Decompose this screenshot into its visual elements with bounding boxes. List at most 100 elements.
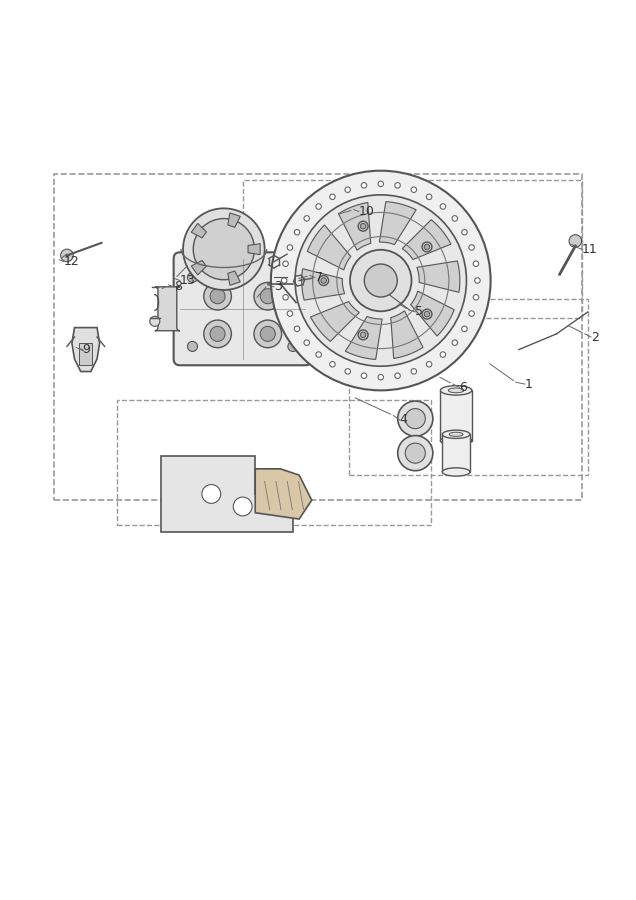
Polygon shape xyxy=(191,223,207,238)
Text: 4: 4 xyxy=(399,413,408,427)
Circle shape xyxy=(361,373,367,379)
Ellipse shape xyxy=(442,430,470,438)
Circle shape xyxy=(422,242,432,252)
Circle shape xyxy=(462,326,467,331)
Ellipse shape xyxy=(449,432,463,436)
Circle shape xyxy=(361,183,367,188)
Circle shape xyxy=(288,273,298,283)
Text: 7: 7 xyxy=(315,271,323,284)
Circle shape xyxy=(424,244,430,249)
Bar xyxy=(349,300,588,475)
Circle shape xyxy=(405,409,425,428)
Circle shape xyxy=(358,330,368,340)
FancyBboxPatch shape xyxy=(174,252,312,365)
Circle shape xyxy=(210,327,225,341)
Circle shape xyxy=(288,341,298,352)
Polygon shape xyxy=(301,269,345,300)
Circle shape xyxy=(395,183,400,188)
Text: 1: 1 xyxy=(525,378,533,391)
Bar xyxy=(442,435,470,472)
Circle shape xyxy=(294,230,300,235)
Circle shape xyxy=(254,320,282,347)
Polygon shape xyxy=(402,220,451,259)
Circle shape xyxy=(469,245,474,250)
Bar xyxy=(243,180,581,319)
Circle shape xyxy=(60,249,73,262)
Polygon shape xyxy=(310,302,359,341)
Circle shape xyxy=(294,326,300,331)
Circle shape xyxy=(295,195,466,366)
FancyBboxPatch shape xyxy=(155,287,180,330)
Circle shape xyxy=(569,235,581,248)
Circle shape xyxy=(378,181,384,186)
Text: 13: 13 xyxy=(180,274,196,287)
Text: 8: 8 xyxy=(174,280,182,293)
Circle shape xyxy=(281,278,287,284)
Circle shape xyxy=(304,340,310,346)
Circle shape xyxy=(469,310,474,316)
FancyBboxPatch shape xyxy=(302,287,334,330)
Circle shape xyxy=(150,316,160,327)
Circle shape xyxy=(204,320,232,347)
Circle shape xyxy=(364,264,398,297)
Circle shape xyxy=(260,327,275,341)
Polygon shape xyxy=(345,317,382,359)
Polygon shape xyxy=(191,260,207,274)
Text: 5: 5 xyxy=(415,305,424,319)
Polygon shape xyxy=(411,291,454,336)
Polygon shape xyxy=(417,261,460,292)
Bar xyxy=(440,391,472,441)
Circle shape xyxy=(361,223,366,229)
Circle shape xyxy=(398,436,433,471)
Text: 3: 3 xyxy=(274,280,282,293)
Circle shape xyxy=(270,273,285,288)
Text: 10: 10 xyxy=(359,205,375,218)
Circle shape xyxy=(188,341,198,352)
Ellipse shape xyxy=(440,386,472,395)
Circle shape xyxy=(287,245,293,250)
Circle shape xyxy=(283,294,288,300)
Circle shape xyxy=(426,362,432,367)
Circle shape xyxy=(316,203,321,209)
Circle shape xyxy=(321,278,326,284)
Circle shape xyxy=(350,250,411,311)
Circle shape xyxy=(398,401,433,436)
Circle shape xyxy=(473,261,479,266)
Bar xyxy=(80,343,92,365)
Circle shape xyxy=(316,352,321,357)
Text: 11: 11 xyxy=(581,243,597,256)
Circle shape xyxy=(233,497,252,516)
Circle shape xyxy=(329,194,335,200)
Circle shape xyxy=(188,273,198,283)
Circle shape xyxy=(283,261,288,266)
Circle shape xyxy=(183,208,265,290)
Text: 2: 2 xyxy=(591,330,599,344)
Circle shape xyxy=(304,216,310,221)
Circle shape xyxy=(271,171,490,391)
Circle shape xyxy=(202,484,221,503)
Polygon shape xyxy=(380,202,416,245)
Circle shape xyxy=(422,310,432,319)
Circle shape xyxy=(345,369,350,374)
Text: 9: 9 xyxy=(83,343,90,356)
Circle shape xyxy=(193,219,254,280)
Circle shape xyxy=(329,362,335,367)
Circle shape xyxy=(474,278,480,284)
Circle shape xyxy=(287,310,293,316)
Text: 6: 6 xyxy=(459,381,467,393)
Circle shape xyxy=(204,283,232,310)
Circle shape xyxy=(411,369,417,374)
Polygon shape xyxy=(255,469,312,519)
Polygon shape xyxy=(338,202,371,250)
Circle shape xyxy=(452,340,457,346)
Circle shape xyxy=(254,283,282,310)
Circle shape xyxy=(319,275,329,285)
Polygon shape xyxy=(248,244,260,255)
Circle shape xyxy=(473,294,479,300)
Circle shape xyxy=(345,187,350,193)
Circle shape xyxy=(411,187,417,193)
Circle shape xyxy=(426,194,432,200)
Bar xyxy=(55,174,581,500)
Ellipse shape xyxy=(448,388,464,392)
Circle shape xyxy=(260,289,275,304)
